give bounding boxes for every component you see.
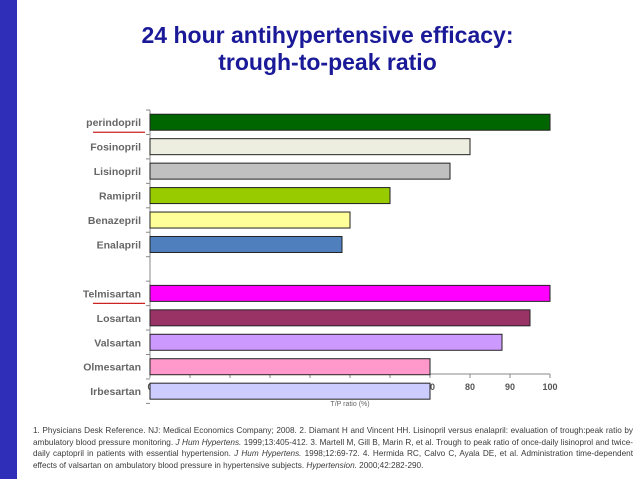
bar-valsartan [149,333,503,351]
reference-text: 1. Physicians Desk Reference. NJ: Medica… [33,426,633,447]
left-accent-bar [0,0,17,479]
bar-label-benazepril: Benazepril [88,215,141,227]
reference-text: 2000;42:282-290. [356,460,424,470]
reference-text: 1998;12:69-72. 4. Hermida RC, Calvo C, A… [33,449,633,470]
title-line-1: 24 hour antihypertensive efficacy: [141,22,514,48]
bar-perindopril [149,113,551,131]
bar-ramipril [149,187,391,205]
reference-journal: Hypertension. [306,460,357,470]
bar-label-valsartan: Valsartan [94,337,141,349]
reference-text: 1999;13:405-412. 3. Martell M, Gill B, M… [33,437,633,459]
bar-telmisartan [149,284,551,302]
bar-irbesartan [149,382,431,400]
x-tick-label: 100 [542,382,557,392]
bar-enalapril [149,235,343,253]
bar-losartan [149,309,531,327]
title-line-2: trough-to-peak ratio [218,49,437,75]
reference-journal: J Hum Hypertens. [175,437,242,447]
bar-benazepril [149,211,351,229]
bar-fosinopril [149,138,471,156]
bar-label-ramipril: Ramipril [99,191,141,203]
bar-label-lisinopril: Lisinopril [94,166,141,178]
bar-label-telmisartan: Telmisartan [83,288,141,300]
bar-label-irbesartan: Irbesartan [90,386,141,398]
bar-olmesartan [149,358,431,376]
bar-label-olmesartan: Olmesartan [83,362,141,374]
x-tick-label: 80 [465,382,475,392]
bar-lisinopril [149,162,451,180]
bar-label-fosinopril: Fosinopril [90,142,141,154]
bar-label-perindopril: perindopril [86,117,141,129]
x-tick-label: 90 [505,382,515,392]
reference-journal: J Hum Hypertens. [234,449,302,458]
references: 1. Physicians Desk Reference. NJ: Medica… [33,425,633,471]
x-axis-label: T/P ratio (%) [330,401,369,408]
bar-chart: 0102030405060708090100T/P ratio (%)perin… [83,109,558,408]
slide-title: 24 hour antihypertensive efficacy: troug… [17,22,638,76]
bar-label-enalapril: Enalapril [97,239,141,251]
bar-label-losartan: Losartan [97,313,141,325]
